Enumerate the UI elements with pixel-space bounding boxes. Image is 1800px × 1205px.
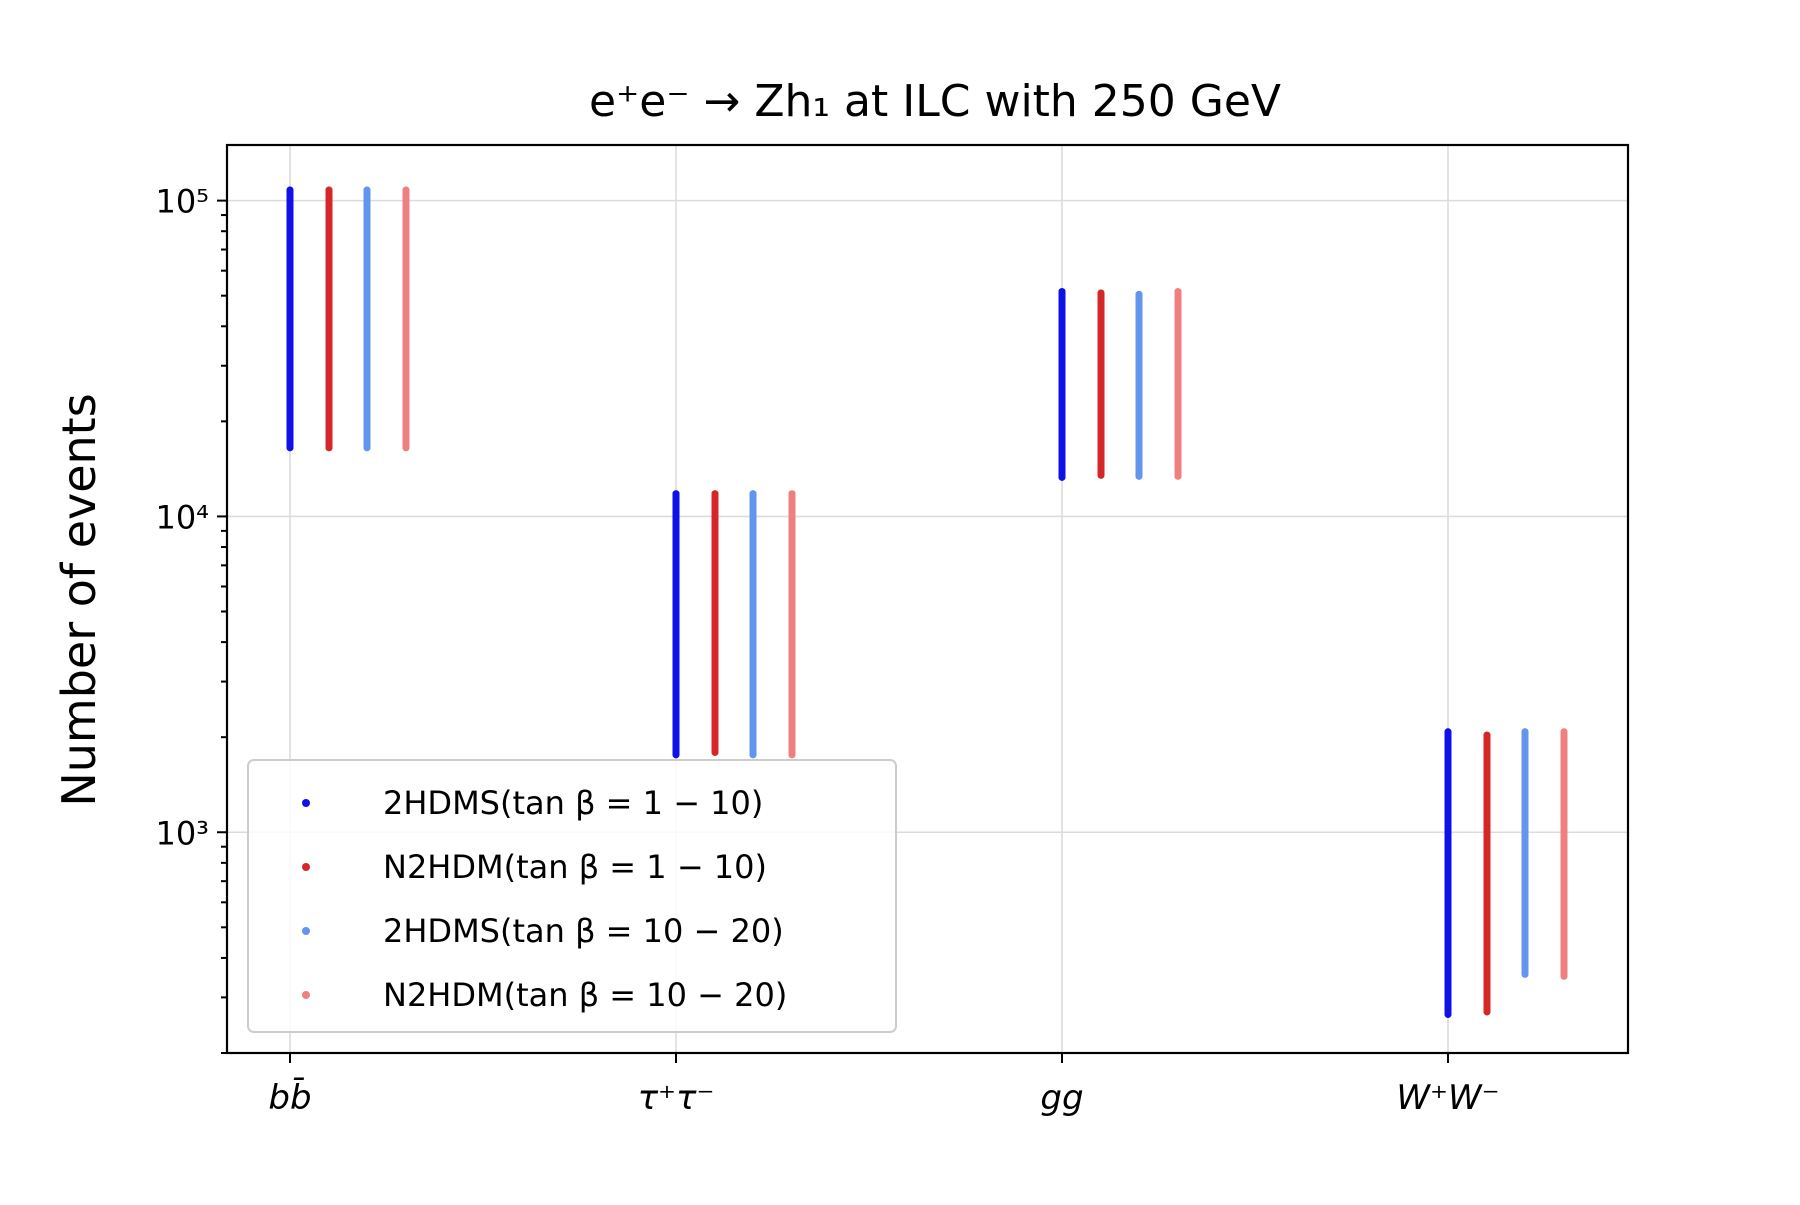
legend-label: 2HDMS(tan β = 10 − 20) — [383, 912, 784, 950]
data-point-max — [749, 490, 757, 498]
legend-marker — [302, 863, 310, 871]
y-axis-label: Number of events — [52, 393, 106, 806]
x-tick-label: bb̄ — [268, 1077, 311, 1118]
y-tick-label: 10³ — [155, 814, 209, 852]
data-point-min — [1058, 473, 1066, 481]
data-point-min — [711, 748, 719, 756]
x-tick-label: gg — [1040, 1078, 1083, 1118]
data-point-min — [1483, 1008, 1491, 1016]
data-point-max — [325, 186, 333, 194]
x-tick-label: τ⁺τ⁻ — [638, 1078, 715, 1118]
data-point-min — [672, 751, 680, 759]
data-point-max — [1174, 288, 1182, 296]
data-point-max — [1483, 731, 1491, 739]
data-point-max — [1097, 289, 1105, 297]
data-point-max — [363, 186, 371, 194]
data-point-max — [286, 186, 294, 194]
data-point-max — [402, 186, 410, 194]
data-point-max — [1521, 728, 1529, 736]
legend-box — [247, 759, 897, 1033]
axes: 10³ 10⁴ 10⁵ bb̄ τ⁺τ⁻ gg W⁺W⁻ — [155, 143, 1630, 1118]
data-point-max — [1560, 728, 1568, 736]
data-point-max — [1058, 288, 1066, 296]
y-tick-label: 10⁵ — [155, 183, 209, 221]
data-point-min — [1135, 472, 1143, 480]
legend-label: 2HDMS(tan β = 1 − 10) — [383, 784, 763, 822]
legend-marker — [302, 991, 310, 999]
x-tick-label: W⁺W⁻ — [1396, 1078, 1499, 1118]
data-point-min — [749, 751, 757, 759]
data-point-min — [1560, 972, 1568, 980]
data-point-min — [1174, 472, 1182, 480]
plot-frame — [225, 143, 1630, 1055]
y-tick-label: 10⁴ — [155, 498, 209, 536]
legend-label: N2HDM(tan β = 1 − 10) — [383, 848, 767, 886]
data-point-min — [1097, 471, 1105, 479]
data-marks — [286, 186, 1568, 1018]
legend-label: N2HDM(tan β = 10 − 20) — [383, 976, 787, 1014]
data-point-min — [402, 444, 410, 452]
data-point-min — [788, 751, 796, 759]
data-point-max — [672, 490, 680, 498]
data-point-max — [788, 490, 796, 498]
data-point-min — [1521, 970, 1529, 978]
legend-marker — [302, 927, 310, 935]
legend: 2HDMS(tan β = 1 − 10) N2HDM(tan β = 1 − 1… — [247, 759, 897, 1033]
data-point-max — [711, 490, 719, 498]
data-point-min — [363, 444, 371, 452]
chart-title: e⁺e⁻ → Zh₁ at ILC with 250 GeV — [589, 76, 1281, 127]
data-point-min — [1444, 1010, 1452, 1018]
legend-marker — [302, 799, 310, 807]
data-point-min — [325, 444, 333, 452]
data-point-min — [286, 444, 294, 452]
data-point-max — [1135, 290, 1143, 298]
data-point-max — [1444, 728, 1452, 736]
